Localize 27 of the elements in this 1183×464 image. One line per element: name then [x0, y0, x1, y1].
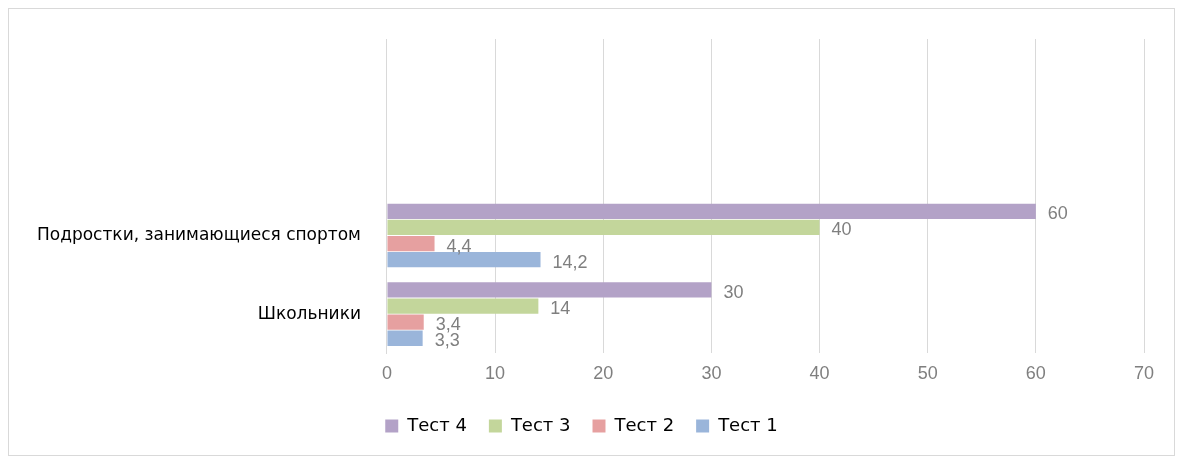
bar	[387, 314, 424, 330]
data-label: 60	[1047, 203, 1068, 224]
y-tick-label: Подростки, занимающиеся спортом	[36, 223, 361, 244]
x-tick-label: 20	[593, 363, 614, 384]
data-label: 14	[550, 298, 571, 319]
x-tick-label: 60	[1025, 363, 1046, 384]
bar	[387, 235, 435, 252]
legend-label: Тест 2	[613, 413, 675, 435]
x-tick-label: 50	[917, 363, 938, 384]
x-tick-label: 70	[1133, 363, 1155, 384]
bar	[387, 298, 539, 314]
x-tick-label: 30	[701, 363, 722, 384]
x-tick-label: 40	[809, 363, 830, 384]
data-label: 30	[723, 281, 744, 302]
data-label: 40	[831, 219, 852, 240]
data-label: 4,4	[446, 235, 472, 256]
x-tick-label: 10	[485, 363, 506, 384]
legend-label: Тест 1	[717, 413, 778, 435]
bar	[387, 282, 712, 298]
bar	[387, 330, 423, 346]
legend-label: Тест 3	[509, 413, 571, 435]
legend-label: Тест 4	[406, 413, 467, 435]
bar	[387, 219, 820, 236]
y-tick-label: Школьники	[257, 302, 361, 323]
bar	[387, 203, 1036, 219]
data-label: 14,2	[552, 251, 588, 272]
x-tick-label: 0	[381, 363, 392, 384]
